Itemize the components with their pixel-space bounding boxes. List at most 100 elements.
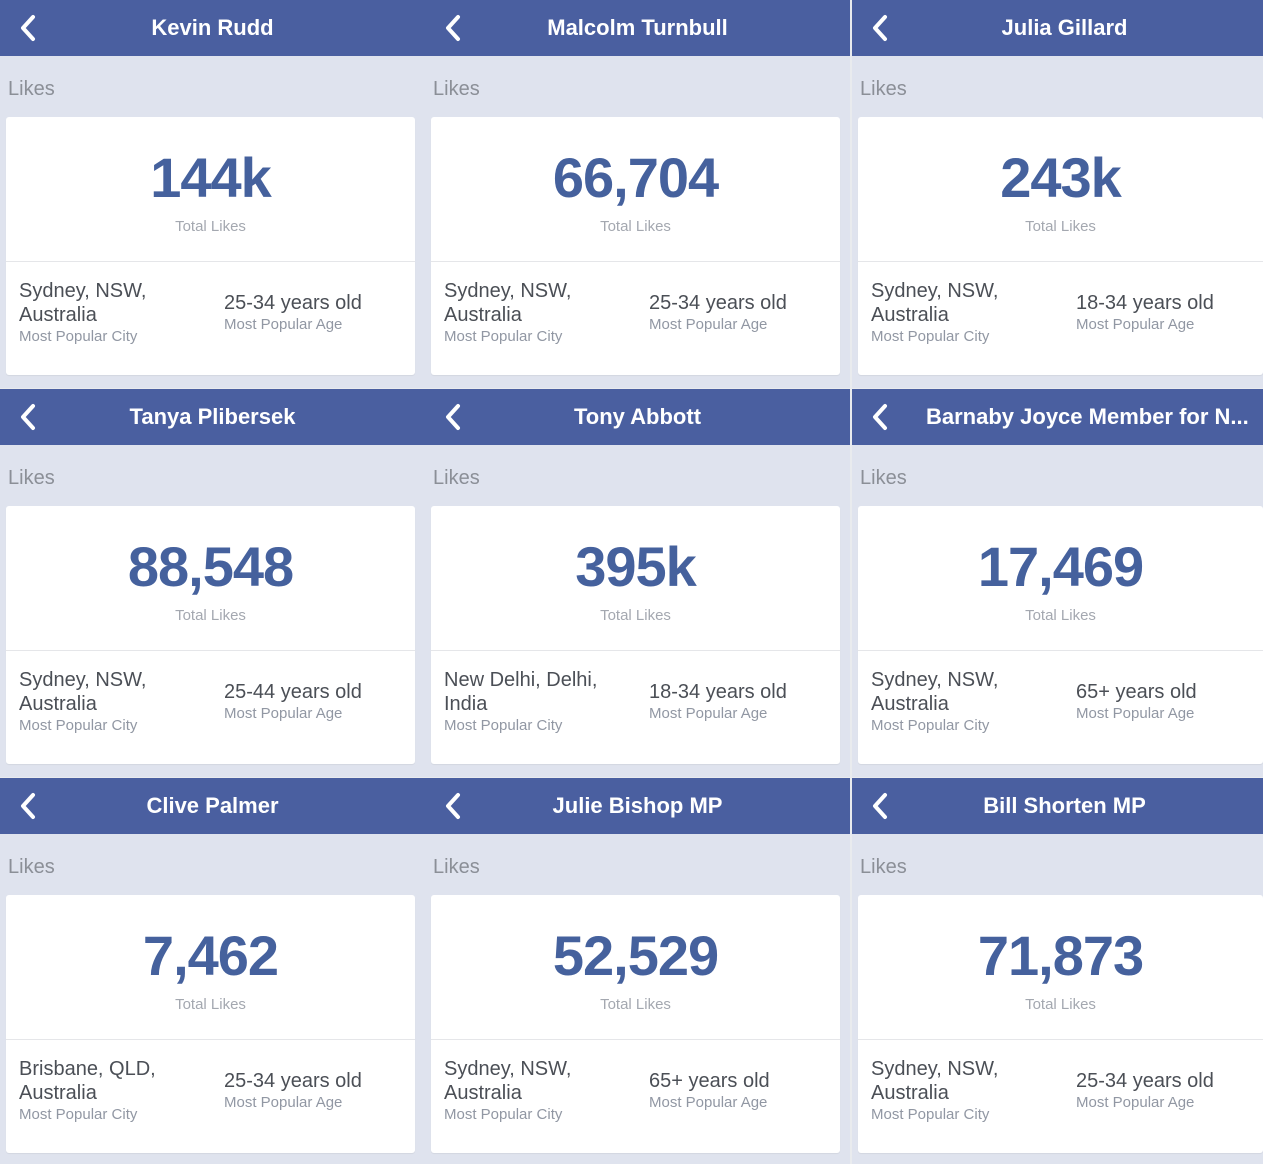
likes-card: 243k Total Likes Sydney, NSW, Australia … bbox=[858, 117, 1263, 375]
most-popular-age: 18-34 years old Most Popular Age bbox=[1076, 291, 1263, 333]
likes-heading: Likes bbox=[860, 467, 907, 489]
city-label: Most Popular City bbox=[871, 1106, 990, 1123]
total-likes-value: 66,704 bbox=[552, 146, 719, 209]
chevron-left-icon bbox=[873, 404, 887, 430]
city-value: Sydney, NSW, Australia bbox=[444, 1058, 572, 1104]
page-title: Barnaby Joyce Member for N... bbox=[926, 404, 1249, 429]
back-button[interactable] bbox=[12, 9, 44, 47]
total-likes-label: Total Likes bbox=[600, 607, 671, 624]
back-button[interactable] bbox=[437, 9, 469, 47]
chevron-left-icon bbox=[446, 15, 460, 41]
total-likes-value: 243k bbox=[1000, 146, 1122, 209]
city-label: Most Popular City bbox=[19, 1106, 138, 1123]
likes-heading: Likes bbox=[433, 78, 480, 100]
most-popular-age: 25-34 years old Most Popular Age bbox=[224, 1069, 414, 1111]
likes-card: 7,462 Total Likes Brisbane, QLD, Austral… bbox=[6, 895, 415, 1153]
age-label: Most Popular Age bbox=[649, 1094, 768, 1111]
total-likes-value: 71,873 bbox=[977, 924, 1144, 987]
page-insights-panel: Julia Gillard Likes 243k Total Likes Syd… bbox=[852, 0, 1263, 388]
back-button[interactable] bbox=[864, 787, 896, 825]
total-likes-value: 144k bbox=[150, 146, 272, 209]
total-likes-value: 17,469 bbox=[977, 535, 1144, 598]
panel-header: Julia Gillard bbox=[852, 0, 1263, 56]
age-value: 65+ years old bbox=[649, 1070, 770, 1092]
city-label: Most Popular City bbox=[871, 717, 990, 734]
likes-heading: Likes bbox=[433, 856, 480, 878]
city-label: Most Popular City bbox=[871, 328, 990, 345]
age-label: Most Popular Age bbox=[1076, 705, 1195, 722]
back-button[interactable] bbox=[437, 787, 469, 825]
most-popular-city: Sydney, NSW, Australia Most Popular City bbox=[444, 1057, 624, 1123]
age-label: Most Popular Age bbox=[649, 705, 768, 722]
city-value: Sydney, NSW, Australia bbox=[19, 669, 147, 715]
age-value: 25-34 years old bbox=[649, 292, 787, 314]
age-value: 18-34 years old bbox=[1076, 292, 1214, 314]
back-button[interactable] bbox=[864, 9, 896, 47]
page-insights-panel: Bill Shorten MP Likes 71,873 Total Likes… bbox=[852, 778, 1263, 1164]
likes-card: 17,469 Total Likes Sydney, NSW, Australi… bbox=[858, 506, 1263, 764]
city-label: Most Popular City bbox=[444, 717, 563, 734]
chevron-left-icon bbox=[446, 404, 460, 430]
chevron-left-icon bbox=[446, 793, 460, 819]
chevron-left-icon bbox=[21, 404, 35, 430]
most-popular-age: 65+ years old Most Popular Age bbox=[649, 1069, 839, 1111]
most-popular-age: 25-44 years old Most Popular Age bbox=[224, 680, 414, 722]
total-likes-label: Total Likes bbox=[175, 607, 246, 624]
total-likes-label: Total Likes bbox=[600, 218, 671, 235]
likes-heading: Likes bbox=[8, 467, 55, 489]
page-insights-panel: Barnaby Joyce Member for N... Likes 17,4… bbox=[852, 389, 1263, 777]
panel-header: Julie Bishop MP bbox=[425, 778, 850, 834]
age-label: Most Popular Age bbox=[1076, 316, 1195, 333]
divider bbox=[858, 1039, 1263, 1040]
likes-card: 88,548 Total Likes Sydney, NSW, Australi… bbox=[6, 506, 415, 764]
city-label: Most Popular City bbox=[444, 1106, 563, 1123]
panel-header: Tony Abbott bbox=[425, 389, 850, 445]
city-value: New Delhi, Delhi, India bbox=[444, 669, 598, 715]
city-value: Sydney, NSW, Australia bbox=[871, 669, 999, 715]
page-insights-panel: Malcolm Turnbull Likes 66,704 Total Like… bbox=[425, 0, 850, 388]
city-value: Sydney, NSW, Australia bbox=[19, 280, 147, 326]
chevron-left-icon bbox=[873, 15, 887, 41]
likes-heading: Likes bbox=[433, 467, 480, 489]
total-likes-value: 52,529 bbox=[552, 924, 719, 987]
total-likes-value: 88,548 bbox=[127, 535, 294, 598]
back-button[interactable] bbox=[864, 398, 896, 436]
divider bbox=[6, 1039, 415, 1040]
most-popular-city: Brisbane, QLD, Australia Most Popular Ci… bbox=[19, 1057, 199, 1123]
page-title: Bill Shorten MP bbox=[983, 793, 1146, 818]
page-title: Kevin Rudd bbox=[151, 15, 274, 40]
most-popular-city: Sydney, NSW, Australia Most Popular City bbox=[444, 279, 624, 345]
total-likes-value: 7,462 bbox=[142, 924, 279, 987]
panel-header: Bill Shorten MP bbox=[852, 778, 1263, 834]
age-value: 18-34 years old bbox=[649, 681, 787, 703]
divider bbox=[431, 1039, 840, 1040]
chevron-left-icon bbox=[21, 793, 35, 819]
page-title: Julia Gillard bbox=[1001, 15, 1128, 40]
most-popular-city: New Delhi, Delhi, India Most Popular Cit… bbox=[444, 668, 624, 734]
total-likes-label: Total Likes bbox=[1025, 996, 1096, 1013]
most-popular-city: Sydney, NSW, Australia Most Popular City bbox=[19, 279, 199, 345]
most-popular-city: Sydney, NSW, Australia Most Popular City bbox=[871, 668, 1051, 734]
panel-header: Malcolm Turnbull bbox=[425, 0, 850, 56]
most-popular-age: 65+ years old Most Popular Age bbox=[1076, 680, 1263, 722]
chevron-left-icon bbox=[21, 15, 35, 41]
back-button[interactable] bbox=[12, 398, 44, 436]
panel-header: Kevin Rudd bbox=[0, 0, 425, 56]
total-likes-label: Total Likes bbox=[1025, 218, 1096, 235]
back-button[interactable] bbox=[12, 787, 44, 825]
divider bbox=[6, 650, 415, 651]
likes-heading: Likes bbox=[8, 78, 55, 100]
back-button[interactable] bbox=[437, 398, 469, 436]
total-likes-label: Total Likes bbox=[1025, 607, 1096, 624]
most-popular-age: 25-34 years old Most Popular Age bbox=[224, 291, 414, 333]
most-popular-city: Sydney, NSW, Australia Most Popular City bbox=[871, 1057, 1051, 1123]
likes-card: 71,873 Total Likes Sydney, NSW, Australi… bbox=[858, 895, 1263, 1153]
age-value: 25-34 years old bbox=[224, 292, 362, 314]
divider bbox=[858, 261, 1263, 262]
page-title: Clive Palmer bbox=[146, 793, 279, 818]
age-label: Most Popular Age bbox=[224, 1094, 343, 1111]
page-insights-panel: Kevin Rudd Likes 144k Total Likes Sydney… bbox=[0, 0, 425, 388]
likes-card: 144k Total Likes Sydney, NSW, Australia … bbox=[6, 117, 415, 375]
panel-header: Barnaby Joyce Member for N... bbox=[852, 389, 1263, 445]
